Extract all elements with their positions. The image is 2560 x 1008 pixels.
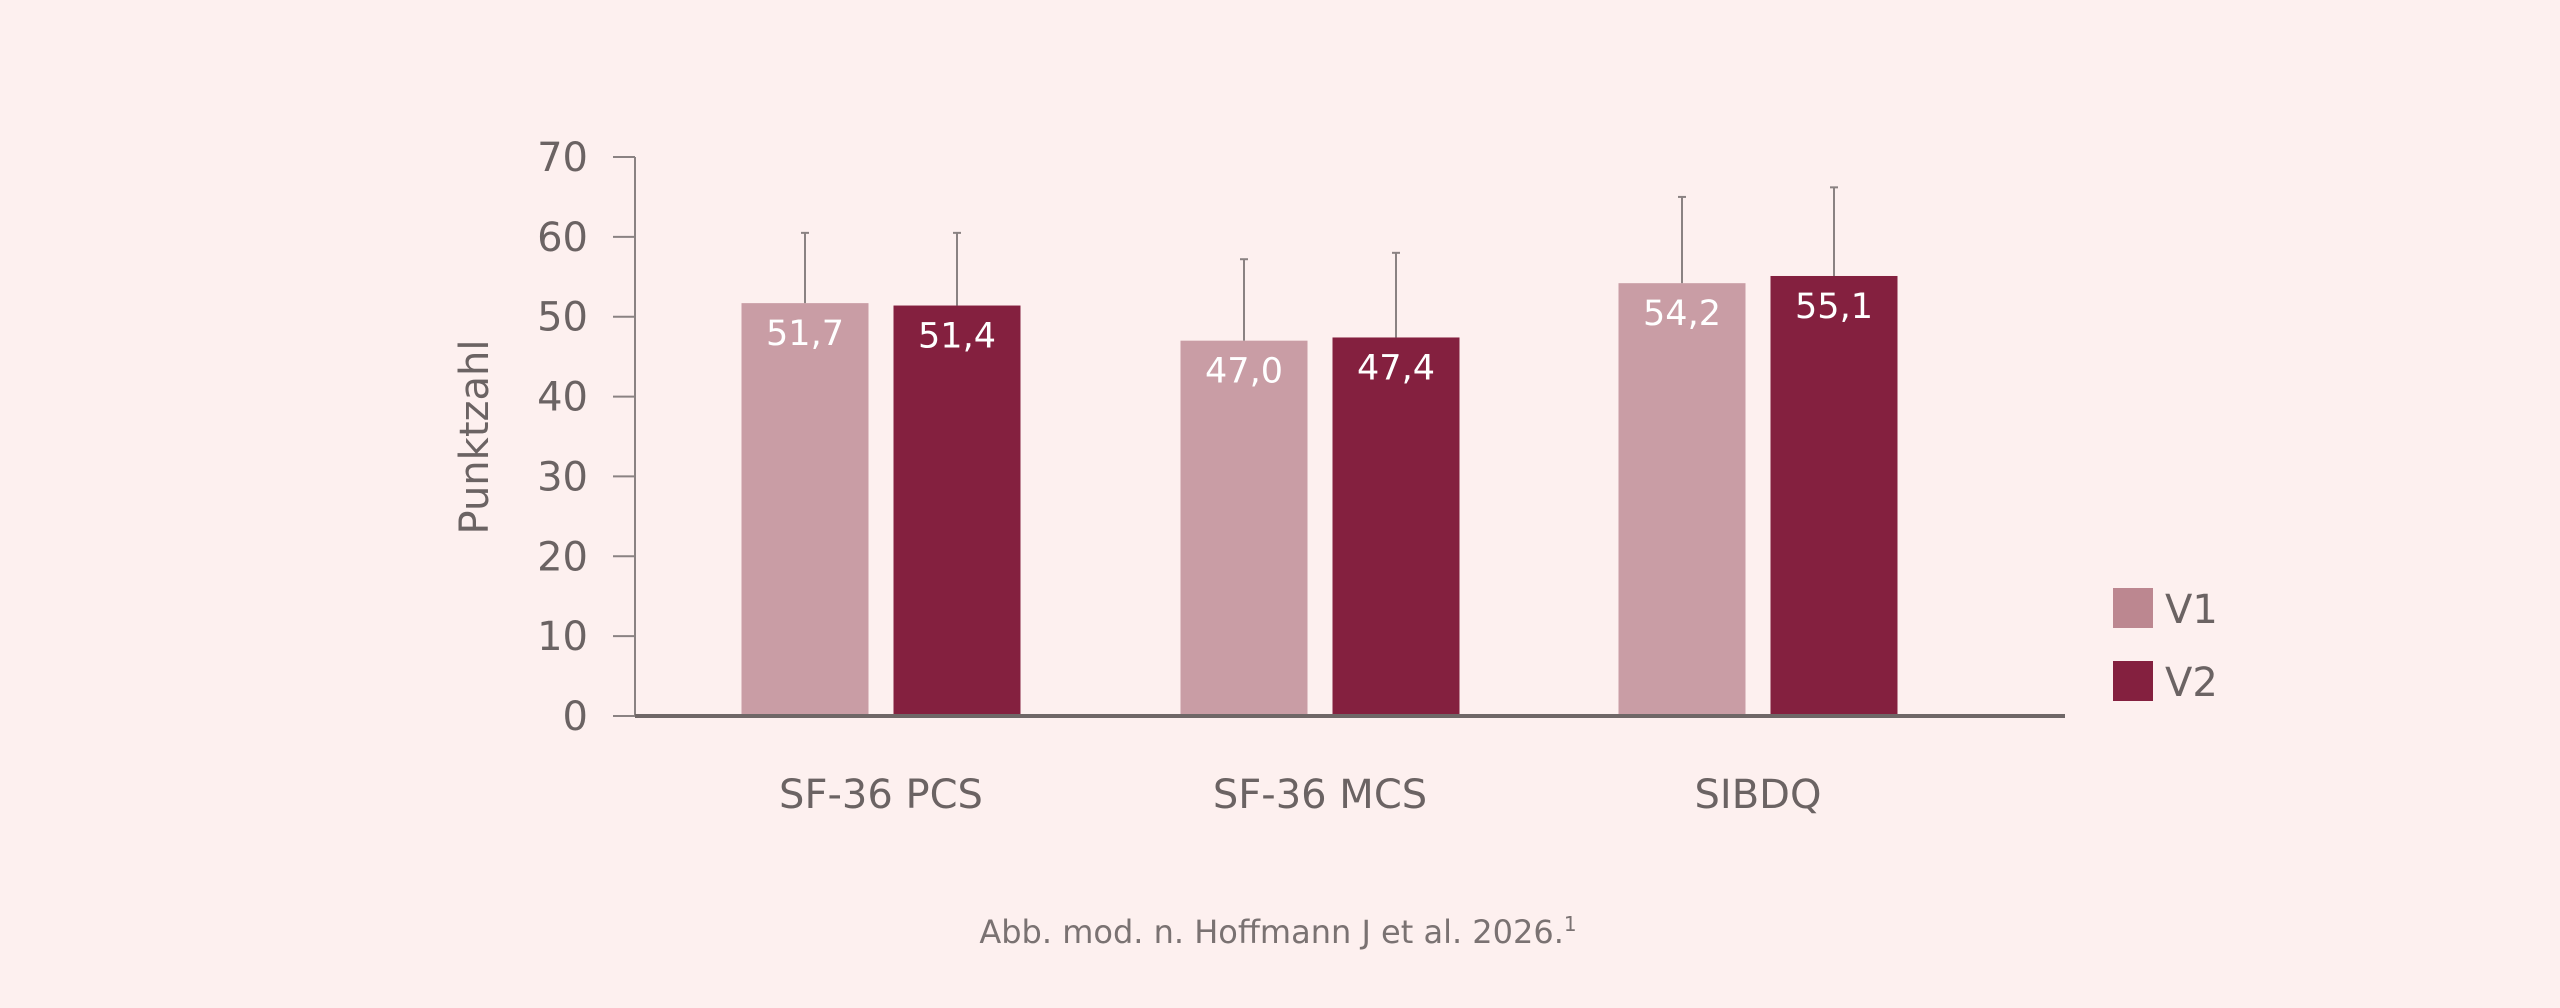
bar-v2 [1332,337,1460,716]
y-tick-label: 70 [537,135,588,181]
category-label: SIBDQ [1695,772,1822,818]
legend-label-v2: V2 [2165,660,2218,706]
bar-value-label: 47,0 [1205,352,1283,392]
bar-v1 [1180,340,1308,716]
bar-value-label: 47,4 [1357,348,1435,388]
y-tick-label: 0 [563,694,588,740]
category-label: SF-36 MCS [1213,772,1427,818]
bar-value-label: 51,4 [918,317,996,357]
y-tick-label: 20 [537,534,588,580]
bar-value-label: 54,2 [1643,294,1721,334]
bar-value-label: 55,1 [1795,287,1873,327]
bar-v1 [741,303,869,716]
bar-v1 [1618,283,1746,716]
chart-legend: V1 V2 [2113,587,2218,706]
category-label: SF-36 PCS [779,772,983,818]
legend-swatch-v1 [2113,588,2153,628]
y-tick-label: 30 [537,454,588,500]
bar-v2 [1770,275,1898,716]
footnote: Abb. mod. n. Hoffmann J et al. 2026.1 [979,912,1576,951]
y-tick-label: 40 [537,375,588,421]
chart-axes: 0 10 20 30 40 50 60 70 Punktzahl SF-36 PCS SF-36 M… [452,135,1821,818]
y-tick-label: 60 [537,215,588,261]
legend-swatch-v2 [2113,661,2153,701]
legend-label-v1: V1 [2165,587,2218,633]
footnote-superscript: 1 [1564,912,1577,936]
bar-value-label: 51,7 [766,314,844,354]
y-tick-label: 50 [537,295,588,341]
y-axis-label: Punktzahl [452,340,498,535]
footnote-text: Abb. mod. n. Hoffmann J et al. 2026. [979,913,1564,951]
chart-bars: 51,7 51,4 47,0 47,4 54,2 55,1 [635,186,2065,718]
y-tick-label: 10 [537,614,588,660]
bar-v2 [893,305,1021,716]
